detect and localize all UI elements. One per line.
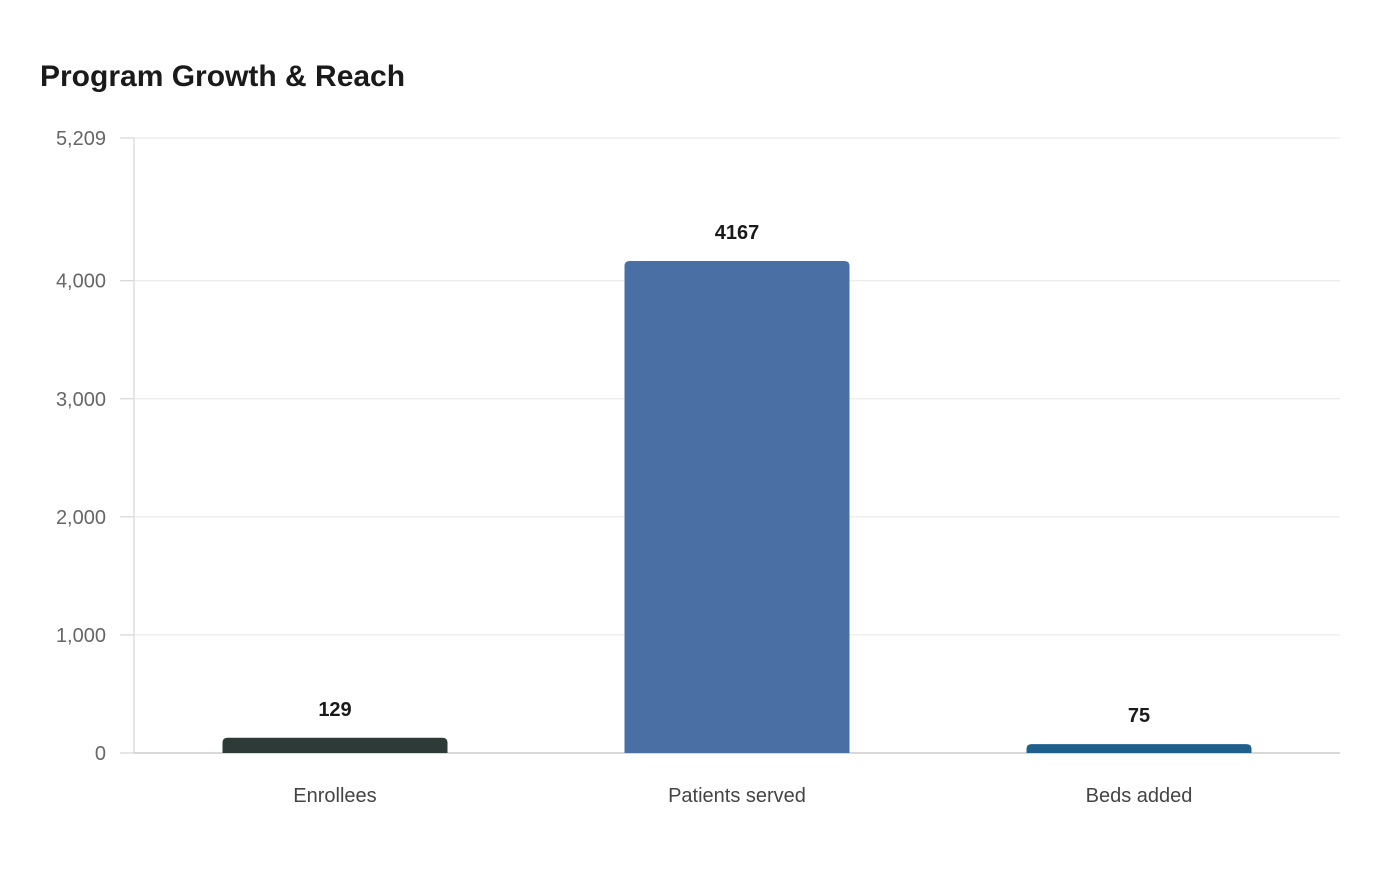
data-label: 75 bbox=[1128, 705, 1150, 727]
y-tick-label: 4,000 bbox=[56, 271, 106, 293]
data-label: 129 bbox=[318, 699, 351, 721]
bar-beds-added bbox=[1026, 744, 1252, 753]
x-tick-label: Beds added bbox=[1086, 785, 1193, 807]
label-layer: 129 Enrollees 4167 Patients served 75 Beds ad… bbox=[293, 222, 1192, 807]
y-tick-label: 3,000 bbox=[56, 389, 106, 411]
bar-enrollees bbox=[222, 737, 448, 753]
data-label: 4167 bbox=[715, 222, 760, 244]
bar-layer bbox=[222, 261, 1252, 753]
y-tick-label: 1,000 bbox=[56, 625, 106, 647]
x-tick-label: Enrollees bbox=[293, 785, 376, 807]
y-tick-label: 5,209 bbox=[56, 128, 106, 150]
y-tick-label: 2,000 bbox=[56, 507, 106, 529]
chart-title: Program Growth & Reach bbox=[40, 60, 406, 93]
bar-patients-served bbox=[624, 261, 850, 753]
y-tick-label: 0 bbox=[95, 743, 106, 765]
x-tick-label: Patients served bbox=[668, 785, 806, 807]
